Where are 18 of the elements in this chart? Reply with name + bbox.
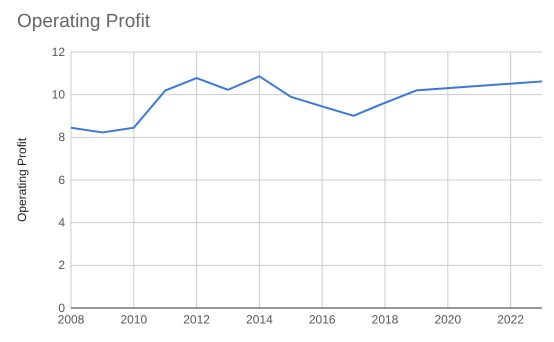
line-series <box>70 75 543 134</box>
x-tick-label: 2010 <box>120 312 148 327</box>
y-tick-label: 2 <box>58 258 66 272</box>
y-tick-label: 0 <box>58 300 66 315</box>
x-tick-label: 2018 <box>372 312 399 327</box>
y-tick-label: 6 <box>58 172 66 187</box>
y-tick-label: 12 <box>52 44 66 59</box>
x-tick-label: 2008 <box>58 312 85 327</box>
y-tick-label: 4 <box>58 216 66 230</box>
chart-title: Operating Profit <box>17 11 151 32</box>
x-tick-label: 2016 <box>308 312 336 327</box>
x-tick-label: 2022 <box>497 312 524 327</box>
y-tick-label: 10 <box>52 88 66 102</box>
x-tick-label: 2020 <box>434 312 462 327</box>
x-tick-label: 2014 <box>246 312 274 327</box>
y-tick-label: 8 <box>58 130 66 144</box>
y-axis-title: Operating Profit <box>15 137 29 222</box>
x-tick-label: 2012 <box>183 312 210 327</box>
